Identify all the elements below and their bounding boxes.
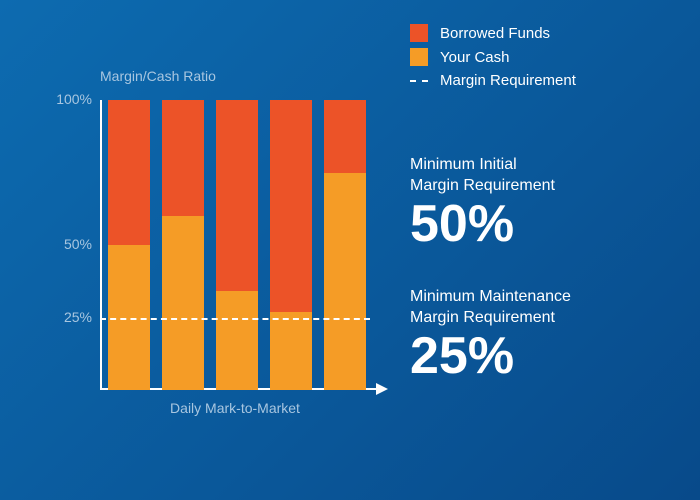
callout-label: Margin Requirement: [410, 176, 571, 197]
legend-dash-icon: [410, 80, 428, 82]
callout-label: Minimum Initial: [410, 155, 571, 176]
bar: [162, 100, 204, 390]
bar-your-cash: [270, 312, 312, 390]
legend-item: Borrowed Funds: [410, 24, 576, 42]
callout: Minimum MaintenanceMargin Requirement25%: [410, 287, 571, 383]
bar-borrowed-funds: [216, 100, 258, 291]
callout-label: Minimum Maintenance: [410, 287, 571, 308]
bar: [270, 100, 312, 390]
bar-borrowed-funds: [162, 100, 204, 216]
legend-item: Margin Requirement: [410, 72, 576, 89]
legend-swatch-icon: [410, 24, 428, 42]
y-tick-label: 100%: [42, 91, 92, 107]
bar-borrowed-funds: [270, 100, 312, 312]
bar-your-cash: [324, 173, 366, 391]
legend-item: Your Cash: [410, 48, 576, 66]
bar-your-cash: [162, 216, 204, 390]
y-tick-label: 25%: [42, 309, 92, 325]
callout-label: Margin Requirement: [410, 308, 571, 329]
callout: Minimum InitialMargin Requirement50%: [410, 155, 571, 251]
y-axis-title: Margin/Cash Ratio: [100, 68, 216, 84]
margin-requirement-line: [100, 318, 370, 320]
x-axis-title: Daily Mark-to-Market: [100, 400, 370, 416]
legend-label: Borrowed Funds: [440, 25, 550, 42]
bar: [216, 100, 258, 390]
callouts: Minimum InitialMargin Requirement50%Mini…: [410, 155, 571, 419]
x-axis-arrow-icon: [376, 383, 388, 395]
legend-swatch-icon: [410, 48, 428, 66]
callout-value: 50%: [410, 197, 571, 252]
y-tick-label: 50%: [42, 236, 92, 252]
margin-chart: [100, 100, 370, 390]
callout-value: 25%: [410, 329, 571, 384]
legend-label: Margin Requirement: [440, 72, 576, 89]
legend: Borrowed Funds Your Cash Margin Requiremen…: [410, 24, 576, 95]
bar-borrowed-funds: [324, 100, 366, 173]
bar: [108, 100, 150, 390]
bar: [324, 100, 366, 390]
legend-label: Your Cash: [440, 49, 510, 66]
bar-your-cash: [216, 291, 258, 390]
bar-borrowed-funds: [108, 100, 150, 245]
